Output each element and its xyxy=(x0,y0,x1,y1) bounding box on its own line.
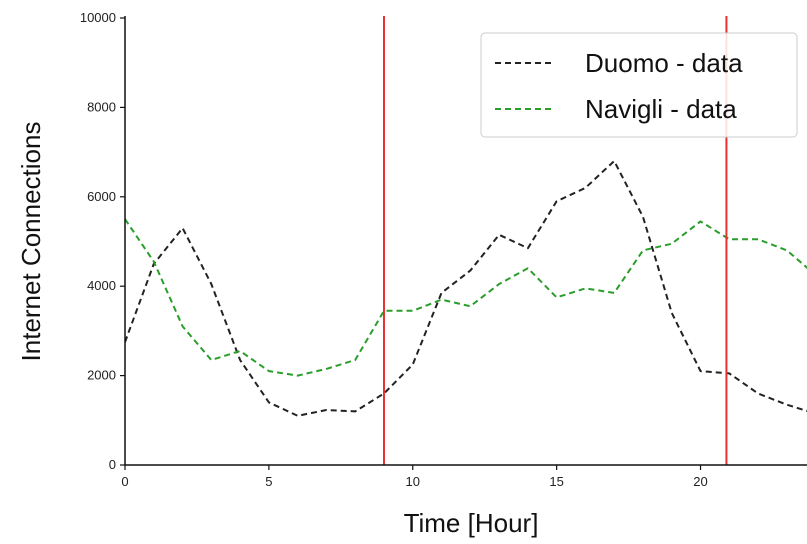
legend-box xyxy=(480,32,798,138)
y-axis-title: Internet Connections xyxy=(16,122,46,362)
legend-entry: Navigli - data xyxy=(585,94,737,124)
x-tick-label: 10 xyxy=(406,474,420,489)
y-tick-label: 6000 xyxy=(87,189,116,204)
y-tick-label: 2000 xyxy=(87,368,116,383)
x-tick-label: 15 xyxy=(549,474,563,489)
y-tick-label: 10000 xyxy=(80,10,116,25)
axes: 0 2000 4000 6000 8000 10000 0 5 10 15 20 xyxy=(80,10,807,489)
y-tick-label: 0 xyxy=(109,457,116,472)
x-axis-title: Time [Hour] xyxy=(404,508,539,538)
x-tick-label: 20 xyxy=(693,474,707,489)
x-tick-label: 0 xyxy=(121,474,128,489)
legend: Duomo - data Navigli - data xyxy=(480,32,798,138)
x-tick-label: 5 xyxy=(265,474,272,489)
legend-entry: Duomo - data xyxy=(585,48,743,78)
series-line-navigli xyxy=(125,218,807,377)
series-line-duomo xyxy=(125,160,807,417)
y-tick-label: 8000 xyxy=(87,99,116,114)
y-tick-label: 4000 xyxy=(87,278,116,293)
